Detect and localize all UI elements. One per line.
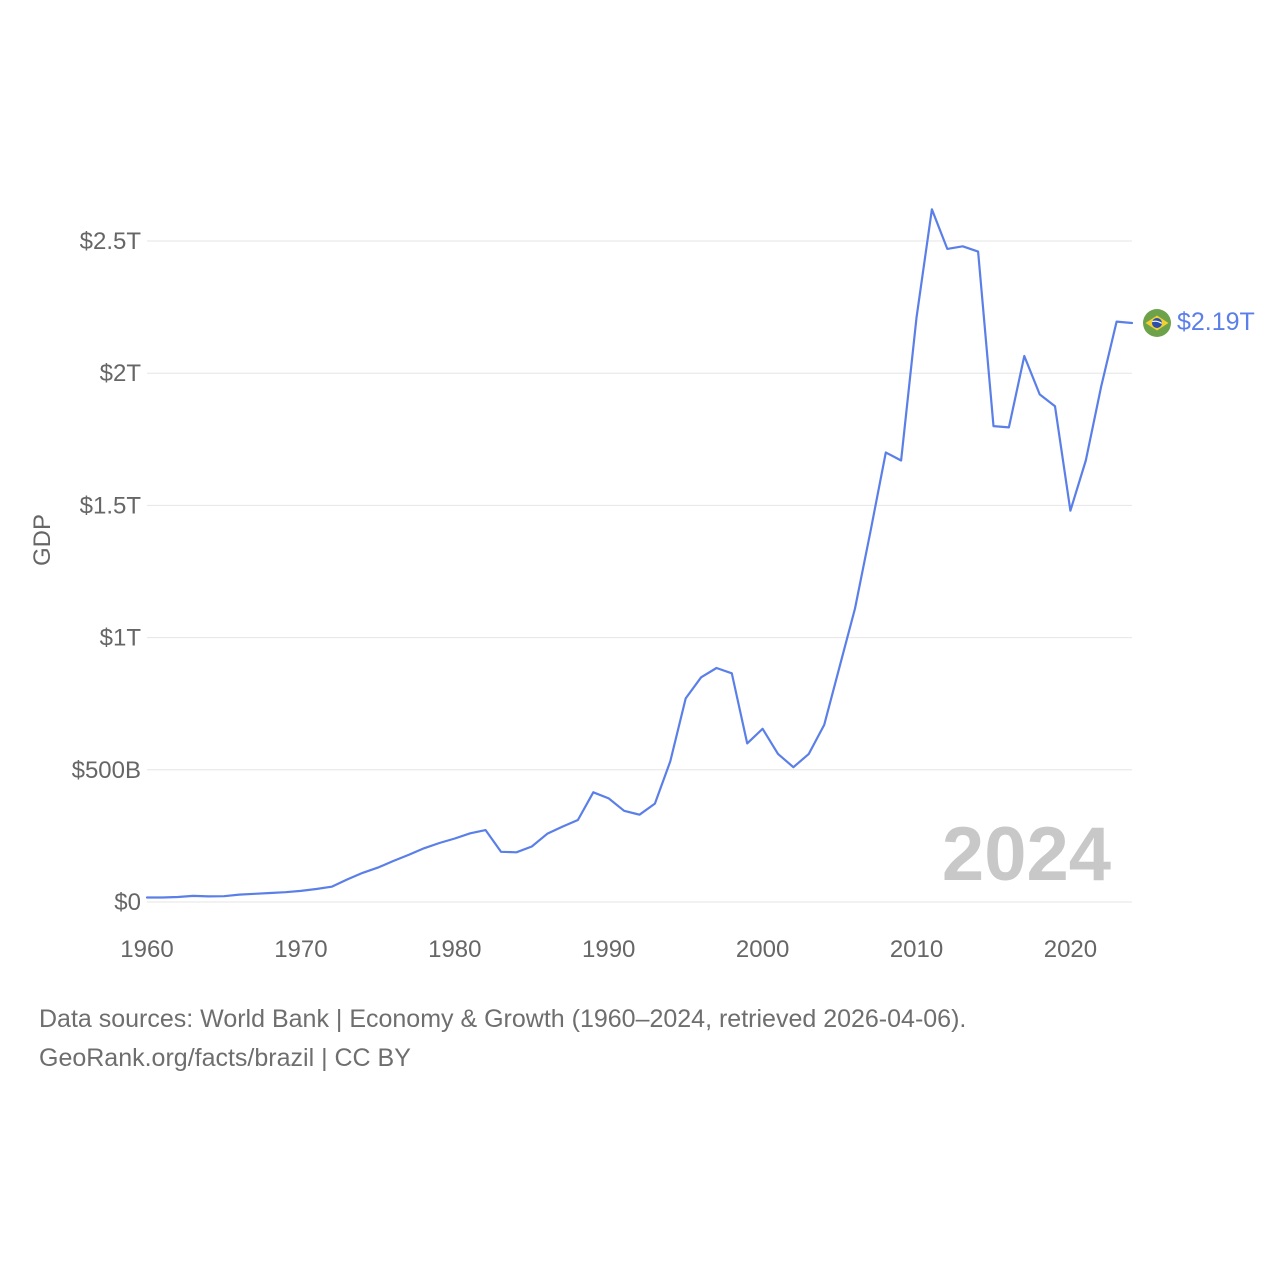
y-tick-label: $1.5T — [80, 492, 142, 519]
x-tick-label: 1970 — [274, 936, 327, 963]
x-tick-label: 1990 — [582, 936, 635, 963]
x-tick-label: 2020 — [1044, 936, 1097, 963]
y-tick-label: $1T — [100, 625, 142, 652]
latest-value-label: $2.19T — [1177, 308, 1255, 336]
x-tick-label: 1960 — [120, 936, 173, 963]
y-tick-label: $2T — [100, 360, 142, 387]
y-tick-label: $500B — [72, 757, 141, 784]
x-tick-label: 2000 — [736, 936, 789, 963]
x-tick-label: 2010 — [890, 936, 943, 963]
brazil-flag-icon — [1143, 309, 1171, 337]
current-year-label: 2024 — [942, 812, 1111, 897]
y-tick-label: $0 — [114, 889, 141, 916]
x-tick-label: 1980 — [428, 936, 481, 963]
x-axis-ticks: 1960 1970 1980 1990 2000 2010 2020 — [120, 936, 1097, 963]
y-axis-ticks: $0 $500B $1T $1.5T $2T $2.5T — [72, 228, 142, 916]
gridlines — [147, 240, 1132, 903]
series-layer — [145, 208, 1134, 899]
attribution-caption: GeoRank.org/facts/brazil | CC BY — [39, 1044, 411, 1072]
data-sources-caption: Data sources: World Bank | Economy & Gro… — [39, 1005, 967, 1033]
y-axis-title: GDP — [29, 514, 56, 566]
gdp-series-line — [145, 208, 1134, 899]
y-tick-label: $2.5T — [80, 228, 142, 255]
